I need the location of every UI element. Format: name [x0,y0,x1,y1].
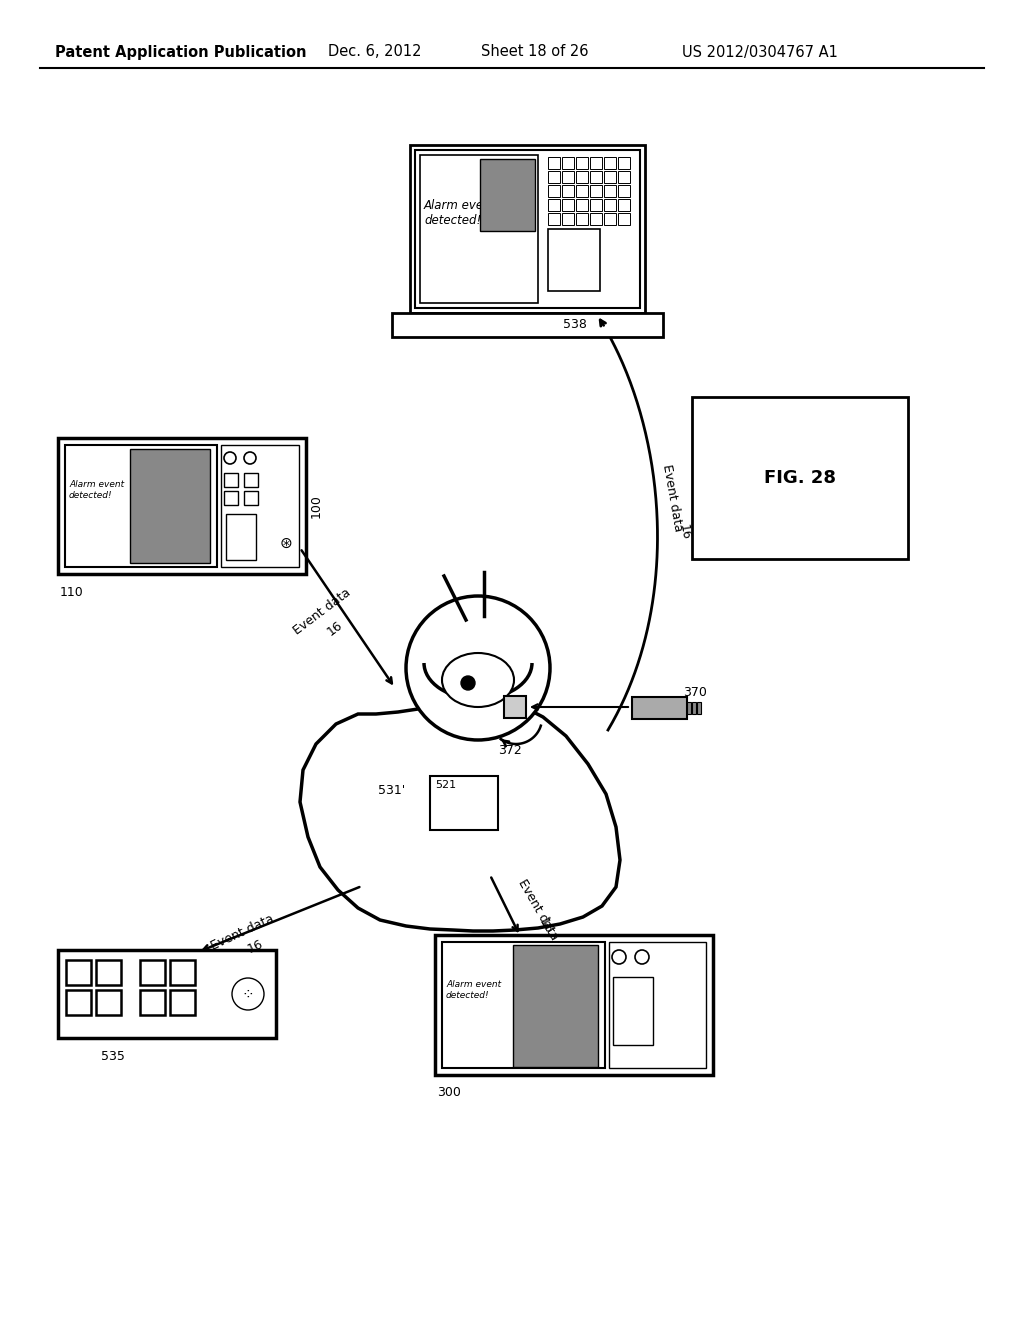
Text: 521: 521 [435,780,456,789]
Text: Event data: Event data [659,463,684,533]
Bar [590,172,602,183]
Bar [224,491,238,506]
Text: Alarm event
detected!: Alarm event detected! [424,199,497,227]
Text: 16: 16 [537,916,556,936]
Bar [96,960,121,985]
Bar [442,942,605,1068]
Bar [504,696,526,718]
Text: Event data: Event data [515,878,561,942]
Bar [480,158,535,231]
Bar [58,438,306,574]
Text: Alarm event
detected!: Alarm event detected! [446,981,501,999]
Bar [604,157,616,169]
Bar [562,199,574,211]
Bar [548,213,560,224]
Bar [548,185,560,197]
Text: 538: 538 [563,318,587,331]
Text: 535: 535 [101,1049,125,1063]
Text: 531': 531' [378,784,406,796]
Text: 100: 100 [309,494,323,517]
Text: ⊛: ⊛ [280,536,293,550]
Bar [575,185,588,197]
Bar [562,213,574,224]
Text: Dec. 6, 2012: Dec. 6, 2012 [329,45,422,59]
Text: 110: 110 [60,586,84,598]
Bar [226,513,256,560]
Bar [548,228,600,290]
Bar [65,445,217,568]
Text: 16: 16 [325,618,345,638]
Bar [392,313,663,337]
Bar [170,960,195,985]
Bar [548,172,560,183]
Text: 16: 16 [245,937,265,956]
Bar [170,990,195,1015]
Bar [618,172,630,183]
Bar [575,213,588,224]
Bar [140,960,165,985]
Bar [613,977,653,1045]
Bar [548,199,560,211]
Bar [96,990,121,1015]
Bar [224,473,238,487]
Bar [618,157,630,169]
Bar [430,776,498,830]
Bar [692,702,696,714]
Text: Event data: Event data [208,912,275,952]
Bar [618,185,630,197]
Text: 372: 372 [498,743,522,756]
Bar [66,990,91,1015]
Bar [562,157,574,169]
Bar [244,491,258,506]
Bar [609,942,706,1068]
Bar [548,157,560,169]
Bar [604,213,616,224]
Bar [590,199,602,211]
Bar [58,950,276,1038]
Bar [590,185,602,197]
Text: FIG. 28: FIG. 28 [764,469,836,487]
Bar [618,213,630,224]
Bar [140,990,165,1015]
Bar [697,702,701,714]
Bar [604,199,616,211]
Bar [687,702,691,714]
Bar [221,445,299,568]
Bar [420,154,538,304]
Bar [604,172,616,183]
Text: 370: 370 [683,686,707,700]
Bar [575,199,588,211]
Text: Sheet 18 of 26: Sheet 18 of 26 [481,45,589,59]
Bar [590,213,602,224]
Bar [66,960,91,985]
Bar [604,185,616,197]
Bar [575,172,588,183]
Polygon shape [300,698,620,931]
Bar [513,945,598,1067]
Circle shape [461,676,475,690]
Bar [130,449,210,564]
Text: Patent Application Publication: Patent Application Publication [55,45,306,59]
Ellipse shape [442,653,514,708]
Bar [435,935,713,1074]
Bar [575,157,588,169]
Bar [415,150,640,308]
Text: 300: 300 [437,1086,461,1100]
Text: 16: 16 [676,523,692,541]
Bar [618,199,630,211]
Text: US 2012/0304767 A1: US 2012/0304767 A1 [682,45,838,59]
Circle shape [406,597,550,741]
Bar [562,185,574,197]
Bar [244,473,258,487]
Bar [562,172,574,183]
Bar [632,697,687,719]
Bar [590,157,602,169]
Text: Alarm event
detected!: Alarm event detected! [69,480,124,500]
Text: ⁘: ⁘ [242,986,254,1002]
Text: Event data: Event data [291,586,353,638]
Bar [410,145,645,313]
